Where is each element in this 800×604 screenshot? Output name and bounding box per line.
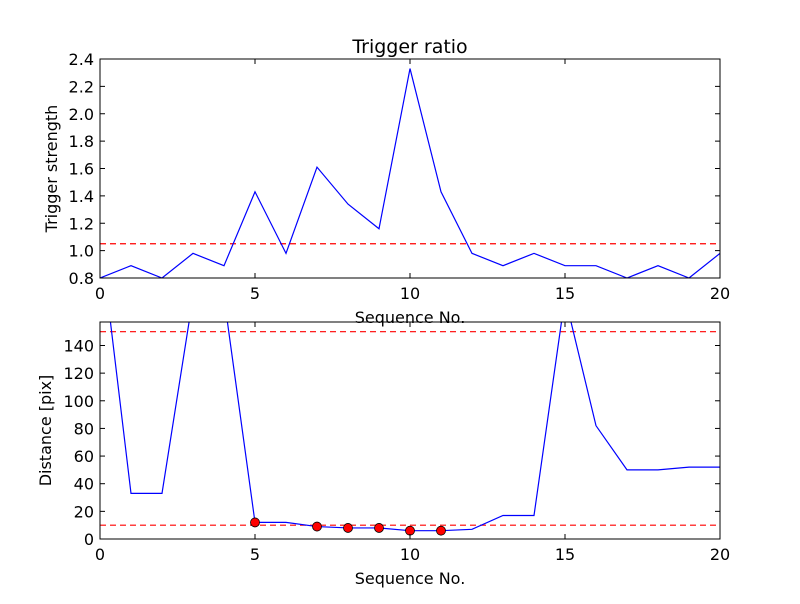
x-tick-label: 10 — [400, 284, 420, 303]
x-tick-label: 20 — [710, 545, 730, 564]
trigger-ratio-panel: Trigger ratio 0 5 10 15 20 0.8 1.0 1.2 1.4 1.6 1.… — [42, 36, 730, 327]
data-point-marker — [374, 523, 384, 533]
y-tick-label: 80 — [74, 419, 94, 438]
chart-title: Trigger ratio — [351, 36, 467, 58]
y-axis-label: Distance [pix] — [36, 375, 55, 487]
y-tick-label: 2.2 — [69, 77, 94, 96]
y-tick-label: 40 — [74, 475, 94, 494]
data-point-marker — [250, 517, 260, 528]
y-tick-label: 100 — [63, 392, 94, 411]
y-tick-label: 120 — [63, 364, 94, 383]
x-tick-label: 15 — [555, 284, 575, 303]
x-tick-label: 5 — [250, 545, 260, 564]
data-point-marker — [436, 525, 446, 536]
y-tick-label: 1.8 — [69, 132, 94, 151]
y-tick-label: 0.8 — [69, 269, 94, 288]
data-point-marker — [405, 525, 415, 536]
x-tick-label: 5 — [250, 284, 260, 303]
x-tick-label: 20 — [710, 284, 730, 303]
y-tick-label: 140 — [63, 336, 94, 355]
y-tick-label: 1.0 — [69, 242, 94, 261]
x-tick-label: 15 — [555, 545, 575, 564]
distance-panel: 0 5 10 15 20 0 20 40 60 80 100 120 140 Sequence No.… — [36, 321, 730, 588]
y-tick-label: 1.4 — [69, 187, 94, 206]
data-point-marker — [312, 521, 322, 532]
series-line — [109, 322, 720, 532]
y-tick-label: 2.4 — [69, 50, 94, 69]
y-tick-label: 1.2 — [69, 214, 94, 233]
y-tick-label: 60 — [74, 447, 94, 466]
y-tick-label: 20 — [74, 502, 94, 521]
plot-frame — [99, 321, 721, 540]
series-line — [100, 68, 720, 278]
x-tick-label: 0 — [95, 284, 105, 303]
y-tick-label: 0 — [84, 530, 94, 549]
y-tick-label: 2.0 — [69, 105, 94, 124]
y-axis-label: Trigger strength — [42, 105, 61, 234]
x-tick-label: 10 — [400, 545, 420, 564]
x-tick-label: 0 — [95, 545, 105, 564]
plot-frame — [99, 58, 721, 279]
x-axis-label: Sequence No. — [355, 569, 466, 588]
data-point-marker — [343, 523, 353, 533]
y-tick-label: 1.6 — [69, 160, 94, 179]
